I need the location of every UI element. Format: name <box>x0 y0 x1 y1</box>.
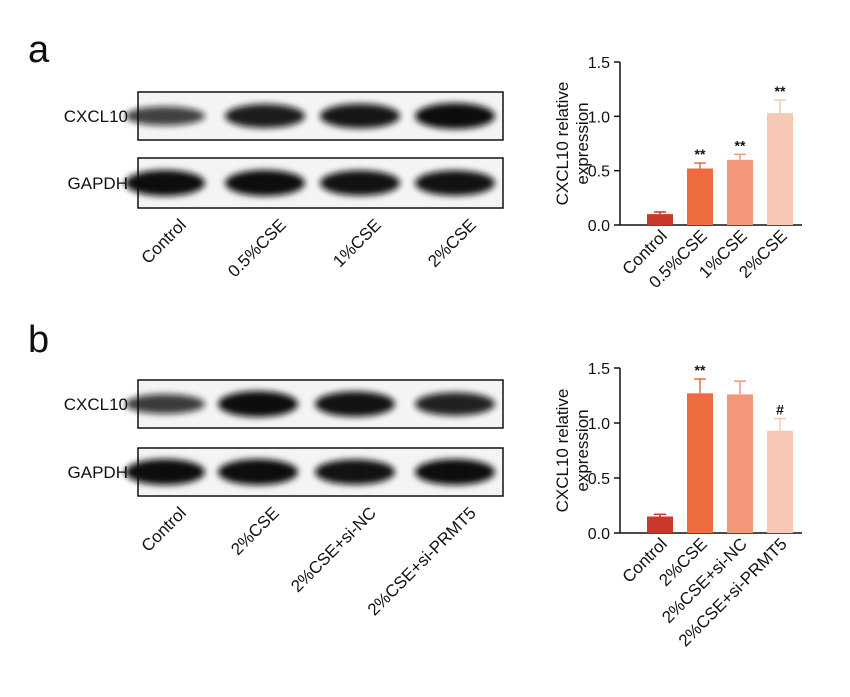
y-tick-label: 1.5 <box>588 55 610 72</box>
blot-band <box>415 103 495 129</box>
blot-band <box>125 394 205 414</box>
blot-band <box>315 391 395 417</box>
y-axis-label: expression <box>573 102 592 184</box>
y-axis-label: expression <box>573 409 592 491</box>
blot-band <box>415 459 495 485</box>
blot-band <box>125 459 205 485</box>
significance-label: ** <box>695 146 706 162</box>
bar <box>687 393 713 533</box>
bar <box>767 430 793 533</box>
blot-band <box>218 391 298 417</box>
lane-label: 2%CSE+si-NC <box>287 503 380 596</box>
blot-band <box>125 106 205 126</box>
blot-band <box>225 170 305 196</box>
bar <box>767 113 793 225</box>
blot-row-label: GAPDH <box>68 463 128 482</box>
blot-row-label: CXCL10 <box>64 395 128 414</box>
y-tick-label: 1.0 <box>588 109 610 126</box>
bar <box>727 159 753 225</box>
lane-label: 2%CSE+si-PRMT5 <box>364 503 480 619</box>
significance-label: ** <box>775 83 786 99</box>
significance-label: # <box>776 402 784 418</box>
lane-label: 1%CSE <box>329 215 385 271</box>
lane-label: 2%CSE <box>424 215 480 271</box>
blot-band <box>415 170 495 196</box>
bar <box>687 168 713 225</box>
bar <box>727 394 753 533</box>
lane-label: Control <box>138 503 190 555</box>
bar <box>647 214 673 225</box>
blot-band <box>218 459 298 485</box>
blot-row-label: CXCL10 <box>64 107 128 126</box>
blot-band <box>415 392 495 416</box>
y-tick-label: 0.5 <box>588 164 610 181</box>
panel-label: a <box>28 29 50 71</box>
significance-label: ** <box>695 362 706 378</box>
y-tick-label: 0.5 <box>588 471 610 488</box>
y-tick-label: 1.0 <box>588 416 610 433</box>
blot-band <box>125 170 205 196</box>
lane-label: 0.5%CSE <box>224 215 290 281</box>
blot-band <box>225 104 305 128</box>
y-tick-label: 0.0 <box>588 526 610 543</box>
y-axis-label: CXCL10 relative <box>553 389 572 513</box>
lane-label: Control <box>138 215 190 267</box>
blot-band <box>320 170 400 196</box>
significance-label: ** <box>735 137 746 153</box>
y-tick-label: 0.0 <box>588 218 610 235</box>
blot-band <box>320 103 400 129</box>
blot-band <box>315 459 395 485</box>
blot-row-label: GAPDH <box>68 174 128 193</box>
y-axis-label: CXCL10 relative <box>553 82 572 206</box>
panel-label: b <box>28 319 49 361</box>
bar <box>647 516 673 533</box>
y-tick-label: 1.5 <box>588 361 610 378</box>
lane-label: 2%CSE <box>227 503 283 559</box>
